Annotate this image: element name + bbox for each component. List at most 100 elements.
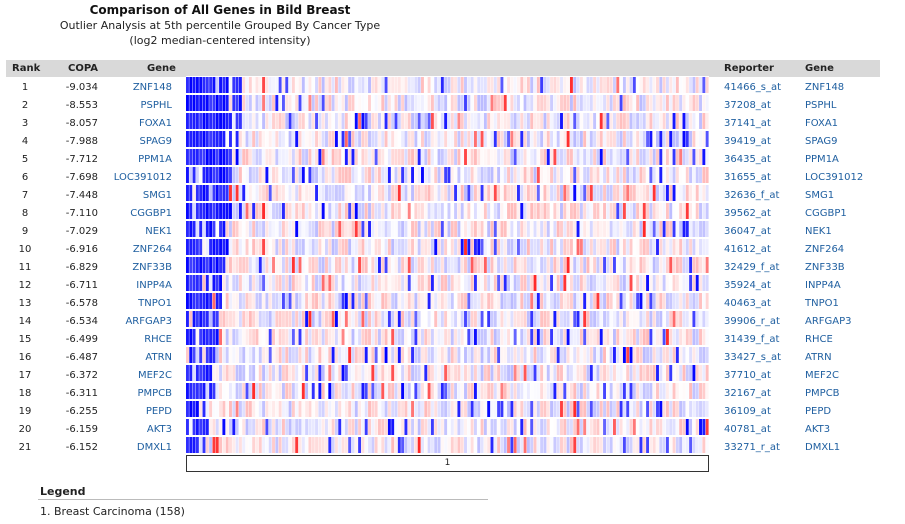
gene-link[interactable]: LOC391012 xyxy=(113,172,172,183)
gene-link-right[interactable]: CGGBP1 xyxy=(805,208,847,219)
gene-link-right[interactable]: ZNF264 xyxy=(805,244,845,255)
gene-link[interactable]: NEK1 xyxy=(145,226,172,237)
heatmap-cell xyxy=(341,419,345,435)
gene-link-right[interactable]: DMXL1 xyxy=(805,442,841,453)
gene-link[interactable]: PSPHL xyxy=(140,100,173,111)
gene-link-right[interactable]: TNPO1 xyxy=(805,298,839,309)
heatmap-cell xyxy=(281,293,285,309)
reporter-link[interactable]: 39906_r_at xyxy=(724,316,780,327)
reporter-link[interactable]: 33427_s_at xyxy=(724,352,782,363)
heatmap-cell xyxy=(186,239,189,255)
reporter-link[interactable]: 39419_at xyxy=(724,136,771,147)
heatmap-cell xyxy=(288,95,292,111)
reporter-link[interactable]: 37208_at xyxy=(724,100,771,111)
heatmap-cell xyxy=(411,419,414,435)
heatmap-cell xyxy=(672,257,676,273)
reporter-link[interactable]: 37141_at xyxy=(724,118,771,129)
heatmap-cell xyxy=(560,365,563,381)
gene-link[interactable]: FOXA1 xyxy=(138,118,172,129)
heatmap-cell xyxy=(394,167,398,183)
heatmap-cell xyxy=(503,365,507,381)
heatmap-cell xyxy=(467,383,471,399)
gene-link-right[interactable]: FOXA1 xyxy=(805,118,839,129)
reporter-link[interactable]: 32167_at xyxy=(724,388,771,399)
gene-link[interactable]: DMXL1 xyxy=(136,442,172,453)
reporter-link[interactable]: 32636_f_at xyxy=(724,190,780,201)
gene-link-right[interactable]: ARFGAP3 xyxy=(805,316,852,327)
reporter-link[interactable]: 40781_at xyxy=(724,424,771,435)
gene-link-right[interactable]: PPM1A xyxy=(805,154,839,165)
gene-link-right[interactable]: SMG1 xyxy=(805,190,835,201)
gene-link-right[interactable]: LOC391012 xyxy=(805,172,864,183)
reporter-link[interactable]: 35924_at xyxy=(724,280,771,291)
heatmap-cell xyxy=(606,113,610,129)
gene-link[interactable]: CGGBP1 xyxy=(130,208,172,219)
reporter-link[interactable]: 39562_at xyxy=(724,208,771,219)
heatmap-cell xyxy=(487,311,491,327)
gene-link[interactable]: RHCE xyxy=(144,334,172,345)
heatmap-cell xyxy=(305,95,309,111)
reporter-link[interactable]: 40463_at xyxy=(724,298,771,309)
reporter-link[interactable]: 41612_at xyxy=(724,244,771,255)
gene-link[interactable]: ARFGAP3 xyxy=(125,316,172,327)
gene-link-right[interactable]: RHCE xyxy=(805,334,833,345)
heatmap-cell xyxy=(427,221,431,237)
gene-link[interactable]: SMG1 xyxy=(142,190,172,201)
heatmap-cell xyxy=(262,401,266,417)
reporter-link[interactable]: 32429_f_at xyxy=(724,262,780,273)
heatmap-cell xyxy=(656,257,659,273)
heatmap-cell xyxy=(387,365,391,381)
heatmap-cell xyxy=(281,365,285,381)
reporter-link[interactable]: 41466_s_at xyxy=(724,82,782,93)
gene-link[interactable]: PPM1A xyxy=(138,154,172,165)
reporter-link[interactable]: 36435_at xyxy=(724,154,771,165)
heatmap-cell xyxy=(705,383,709,399)
gene-link[interactable]: ZNF264 xyxy=(132,244,172,255)
gene-link-right[interactable]: ZNF33B xyxy=(805,262,845,273)
heatmap-cell xyxy=(480,113,484,129)
reporter-link[interactable]: 31439_f_at xyxy=(724,334,780,345)
gene-link[interactable]: TNPO1 xyxy=(138,298,172,309)
gene-link-right[interactable]: INPP4A xyxy=(805,280,841,291)
reporter-link[interactable]: 31655_at xyxy=(724,172,771,183)
gene-link[interactable]: PMPCB xyxy=(137,388,172,399)
heatmap-cell xyxy=(258,275,262,291)
gene-link[interactable]: SPAG9 xyxy=(139,136,172,147)
gene-link[interactable]: ZNF148 xyxy=(132,82,172,93)
reporter-link[interactable]: 36109_at xyxy=(724,406,771,417)
heatmap-cell xyxy=(414,239,418,255)
gene-link-right[interactable]: SPAG9 xyxy=(805,136,838,147)
heatmap-cell xyxy=(384,131,388,147)
heatmap-cell xyxy=(483,131,487,147)
heatmap-cell xyxy=(295,221,299,237)
heatmap-cell xyxy=(272,95,275,111)
gene-link-right[interactable]: ZNF148 xyxy=(805,82,845,93)
reporter-link[interactable]: 37710_at xyxy=(724,370,771,381)
gene-link[interactable]: INPP4A xyxy=(136,280,172,291)
heatmap-cell xyxy=(229,311,232,327)
gene-link-right[interactable]: NEK1 xyxy=(805,226,832,237)
heatmap-cell xyxy=(596,167,600,183)
gene-link-right[interactable]: PSPHL xyxy=(805,100,837,111)
heatmap-cell xyxy=(550,365,554,381)
gene-link[interactable]: PEPD xyxy=(145,406,172,417)
gene-link-right[interactable]: PMPCB xyxy=(805,388,840,399)
gene-link-right[interactable]: ATRN xyxy=(805,352,832,363)
gene-link[interactable]: AKT3 xyxy=(146,424,172,435)
gene-link-right[interactable]: AKT3 xyxy=(805,424,831,435)
reporter-link[interactable]: 33271_r_at xyxy=(724,442,780,453)
reporter-link[interactable]: 36047_at xyxy=(724,226,771,237)
heatmap-cell xyxy=(209,401,213,417)
heatmap-cell xyxy=(298,293,302,309)
heatmap-cell xyxy=(679,131,683,147)
gene-link[interactable]: MEF2C xyxy=(137,370,172,381)
gene-link-right[interactable]: PEPD xyxy=(805,406,832,417)
heatmap-cell xyxy=(632,239,636,255)
heatmap-cell xyxy=(344,365,348,381)
heatmap-cell xyxy=(444,149,448,165)
heatmap-cell xyxy=(510,77,514,93)
gene-link-right[interactable]: MEF2C xyxy=(805,370,840,381)
heatmap-cell xyxy=(622,365,626,381)
gene-link[interactable]: ZNF33B xyxy=(132,262,172,273)
gene-link[interactable]: ATRN xyxy=(145,352,172,363)
